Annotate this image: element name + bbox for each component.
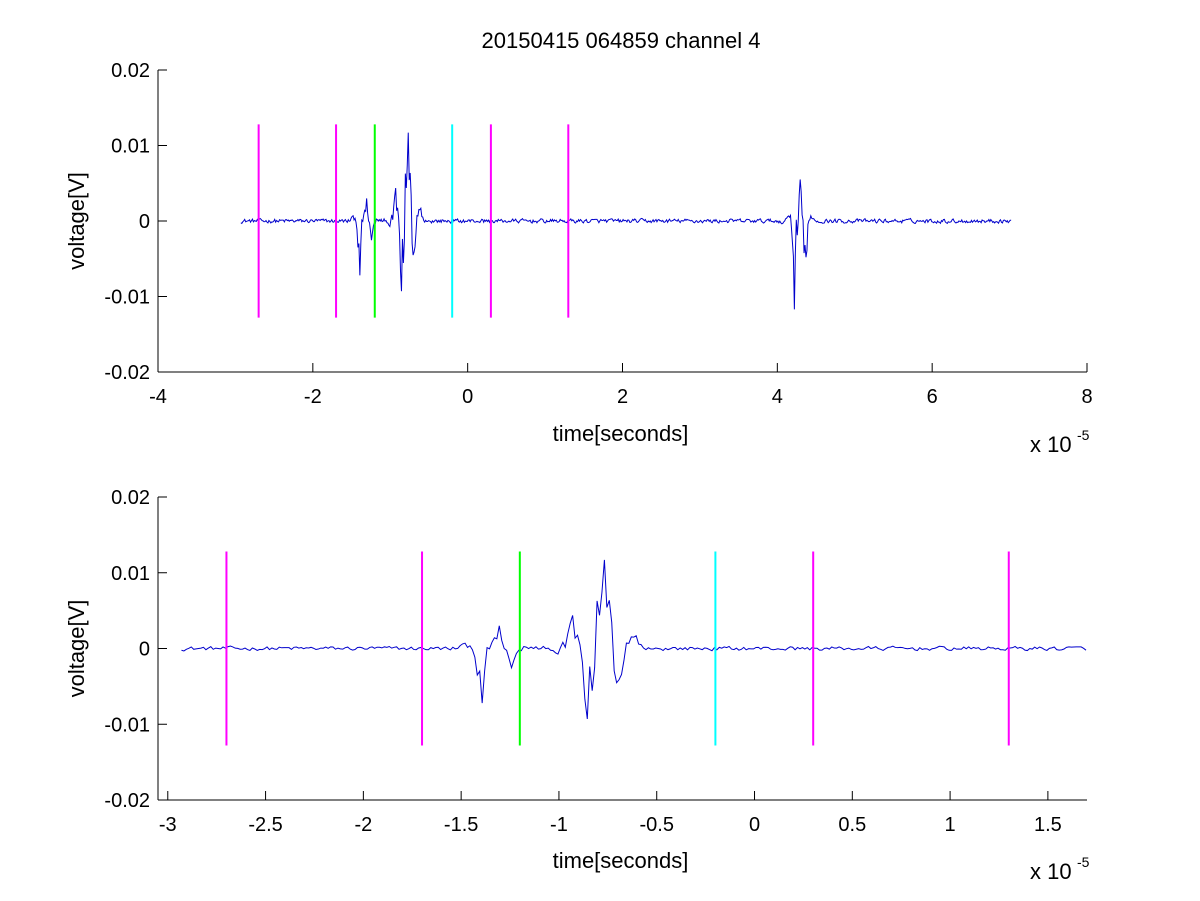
x-tick-label: 4	[772, 386, 783, 408]
x-tick-label: -2	[304, 386, 322, 408]
x-tick-label: 0.5	[838, 814, 866, 836]
x-tick-label: -2	[354, 814, 372, 836]
y-tick-label: -0.01	[104, 714, 150, 736]
y-tick-label: -0.02	[104, 790, 150, 812]
x-tick-label: -1.5	[444, 814, 478, 836]
x-axis-multiplier: x 10	[1030, 432, 1072, 457]
voltage-trace	[240, 132, 1012, 310]
top-plot: -0.02 -0.01 0 0.01 0.02 -4 -2 0 2 4 6 8 time[seconds…	[64, 60, 1093, 457]
x-tick-label: -2.5	[248, 814, 282, 836]
voltage-trace	[181, 559, 1087, 720]
x-axis-multiplier: x 10	[1030, 859, 1072, 884]
y-axis-label: voltage[V]	[64, 600, 89, 698]
y-axis-label: voltage[V]	[64, 172, 89, 270]
x-tick-label: 0	[749, 814, 760, 836]
chart-title: 20150415 064859 channel 4	[482, 28, 761, 53]
x-axis-label: time[seconds]	[553, 848, 689, 873]
x-tick-label: -3	[159, 814, 177, 836]
x-tick-label: 6	[927, 386, 938, 408]
x-tick-label: -4	[149, 386, 167, 408]
y-tick-label: -0.01	[104, 287, 150, 309]
x-tick-label: -0.5	[639, 814, 673, 836]
y-tick-label: 0.02	[111, 487, 150, 509]
x-axis-multiplier-exponent: -5	[1077, 854, 1090, 870]
y-tick-label: -0.02	[104, 362, 150, 384]
y-tick-label: 0.01	[111, 563, 150, 585]
x-tick-label: 1	[945, 814, 956, 836]
y-tick-label: 0.01	[111, 136, 150, 158]
y-tick-label: 0.02	[111, 60, 150, 82]
x-tick-label: 2	[617, 386, 628, 408]
x-tick-label: 0	[462, 386, 473, 408]
x-tick-label: 1.5	[1034, 814, 1062, 836]
y-tick-label: 0	[139, 211, 150, 233]
x-axis-multiplier-exponent: -5	[1077, 427, 1090, 443]
x-axis-label: time[seconds]	[553, 421, 689, 446]
x-tick-label: 8	[1081, 386, 1092, 408]
x-tick-label: -1	[550, 814, 568, 836]
bottom-plot: -0.02 -0.01 0 0.01 0.02 -3 -2.5 -2 -1.5 -1 -0.5 0 0.…	[64, 487, 1090, 884]
y-tick-label: 0	[139, 639, 150, 661]
